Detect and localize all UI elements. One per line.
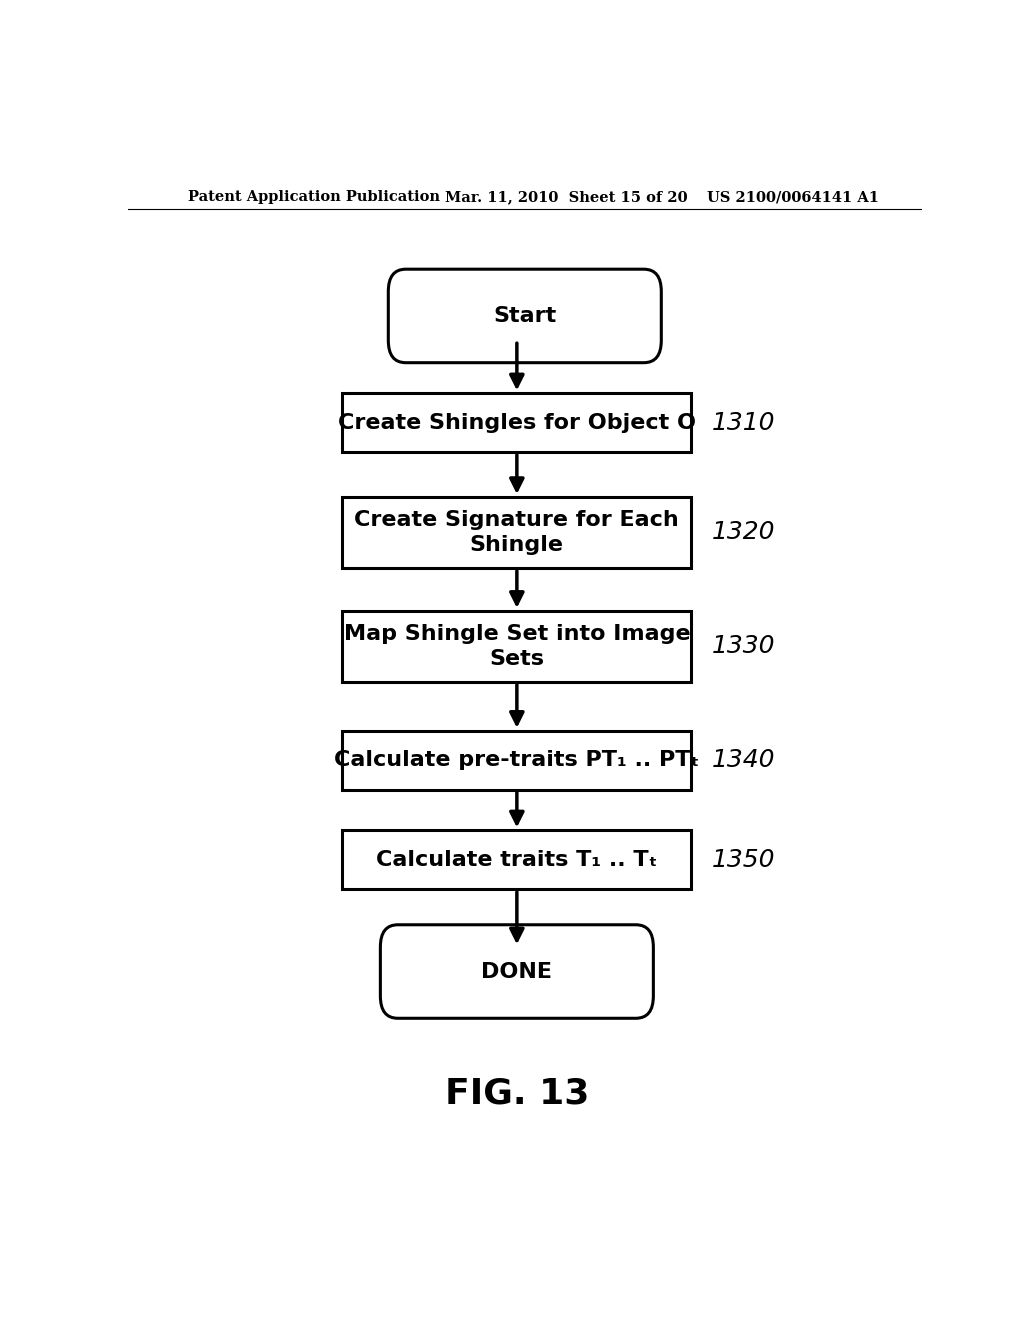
FancyBboxPatch shape bbox=[342, 731, 691, 789]
Text: 1350: 1350 bbox=[712, 847, 775, 871]
Text: Map Shingle Set into Image
Sets: Map Shingle Set into Image Sets bbox=[343, 624, 690, 669]
FancyBboxPatch shape bbox=[342, 393, 691, 453]
FancyBboxPatch shape bbox=[388, 269, 662, 363]
FancyBboxPatch shape bbox=[342, 830, 691, 890]
Text: Create Signature for Each
Shingle: Create Signature for Each Shingle bbox=[354, 510, 679, 554]
Text: US 2100/0064141 A1: US 2100/0064141 A1 bbox=[708, 190, 880, 205]
Text: 1340: 1340 bbox=[712, 748, 775, 772]
Text: Mar. 11, 2010  Sheet 15 of 20: Mar. 11, 2010 Sheet 15 of 20 bbox=[445, 190, 688, 205]
Text: 1320: 1320 bbox=[712, 520, 775, 544]
Text: DONE: DONE bbox=[481, 961, 552, 982]
FancyBboxPatch shape bbox=[342, 496, 691, 568]
Text: Start: Start bbox=[494, 306, 556, 326]
Text: 1310: 1310 bbox=[712, 411, 775, 434]
Text: Calculate pre-traits PT₁ .. PTₜ: Calculate pre-traits PT₁ .. PTₜ bbox=[334, 750, 699, 770]
Text: FIG. 13: FIG. 13 bbox=[444, 1077, 589, 1110]
Text: Create Shingles for Object O: Create Shingles for Object O bbox=[338, 413, 696, 433]
Text: 1330: 1330 bbox=[712, 635, 775, 659]
FancyBboxPatch shape bbox=[380, 925, 653, 1018]
Text: Calculate traits T₁ .. Tₜ: Calculate traits T₁ .. Tₜ bbox=[376, 850, 657, 870]
FancyBboxPatch shape bbox=[342, 611, 691, 682]
Text: Patent Application Publication: Patent Application Publication bbox=[187, 190, 439, 205]
